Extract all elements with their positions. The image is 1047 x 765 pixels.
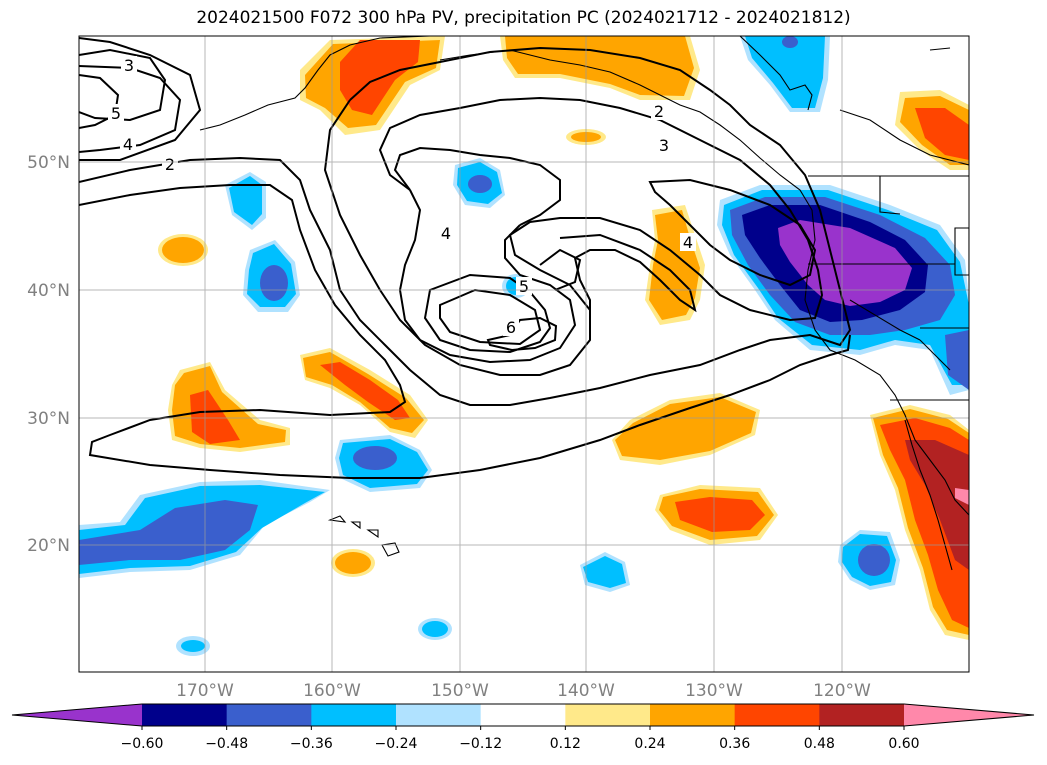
contour-label: 6 (506, 318, 516, 337)
colorbar-extend-low (12, 704, 142, 726)
lat-label: 20°N (27, 536, 70, 556)
lat-label: 50°N (27, 153, 70, 173)
colorbar-segment (734, 704, 820, 726)
lon-label: 130°W (685, 681, 743, 701)
colorbar-segment (396, 704, 482, 726)
lon-label: 160°W (303, 681, 361, 701)
contour-label: 5 (111, 104, 121, 123)
colorbar-segment (226, 704, 312, 726)
colorbar-tick-label: −0.12 (459, 736, 502, 752)
lat-label: 30°N (27, 409, 70, 429)
colorbar-segment (142, 704, 228, 726)
pv-contours (79, 37, 852, 479)
lat-label: 40°N (27, 281, 70, 301)
colorbar-segment (311, 704, 397, 726)
colorbar-tick-label: −0.60 (121, 736, 164, 752)
contour-labels: 3 5 4 2 4 5 6 2 3 4 (108, 56, 696, 337)
contour-label: 3 (659, 136, 669, 155)
plot-area (79, 36, 969, 672)
contour-label: 2 (165, 155, 175, 174)
lon-label: 140°W (557, 681, 615, 701)
lon-label: 120°W (813, 681, 871, 701)
longitude-labels: 170°W 160°W 150°W 140°W 130°W 120°W (176, 681, 871, 701)
contour-label: 4 (123, 135, 133, 154)
colorbar-tick-label: 0.24 (634, 736, 665, 752)
colorbar-segment (480, 704, 566, 726)
colorbar-tick-label: 0.12 (550, 736, 581, 752)
contour-label: 3 (124, 56, 134, 75)
colorbar-tick-label: −0.36 (290, 736, 333, 752)
colorbar-tick-label: 0.36 (719, 736, 750, 752)
lon-label: 150°W (431, 681, 489, 701)
colorbar: −0.60 −0.48 −0.36 −0.24 −0.12 0.12 0.24 0.36 0.4… (11, 703, 1035, 752)
colorbar-segment (819, 704, 905, 726)
colorbar-segment (650, 704, 736, 726)
precip-shading (79, 36, 969, 656)
map-title: 2024021500 F072 300 hPa PV, precipitatio… (196, 8, 851, 28)
latitude-labels: 50°N 40°N 30°N 20°N (27, 153, 70, 556)
colorbar-tick-label: 0.60 (888, 736, 919, 752)
gridlines (79, 36, 969, 672)
contour-label: 5 (519, 277, 529, 296)
plot-frame (78, 35, 970, 673)
colorbar-tick-label: −0.48 (205, 736, 248, 752)
colorbar-tick-label: 0.48 (804, 736, 835, 752)
contour-label: 2 (654, 102, 664, 121)
contour-label: 4 (441, 224, 451, 243)
contour-label: 4 (683, 233, 693, 252)
colorbar-segment (565, 704, 651, 726)
colorbar-extend-high (904, 704, 1034, 726)
colorbar-tick-label: −0.24 (375, 736, 418, 752)
lon-label: 170°W (176, 681, 234, 701)
